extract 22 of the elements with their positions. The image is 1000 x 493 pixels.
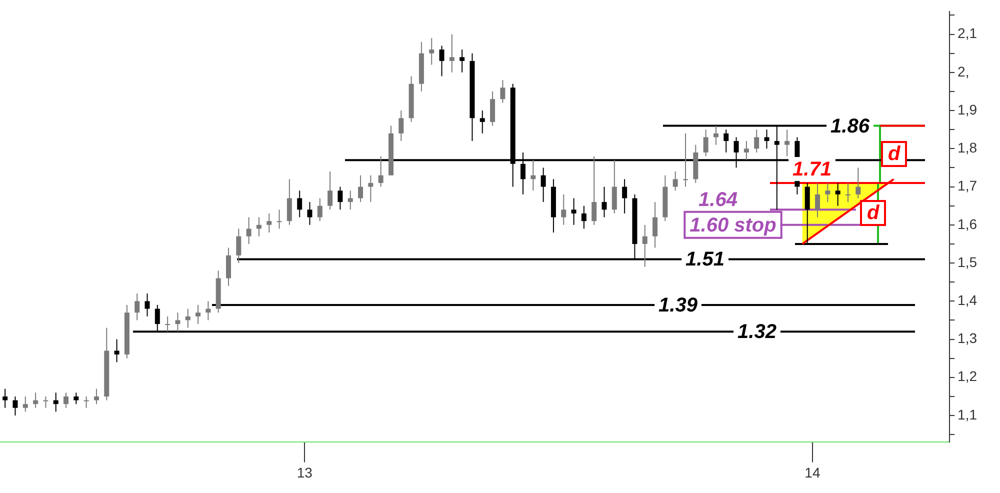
y-tick-label: 1,8 <box>958 140 978 156</box>
ref-line-label: 1.39 <box>658 294 698 316</box>
y-tick-label: 1,5 <box>958 254 978 270</box>
annotation: d <box>860 200 886 226</box>
ref-line-label: 1.32 <box>738 321 776 344</box>
y-tick-label: 1,3 <box>958 330 978 346</box>
y-tick-label: 1,6 <box>958 216 978 232</box>
y-tick-label: 1,1 <box>958 406 978 422</box>
ref-line-label: 1.71 <box>792 158 832 180</box>
y-tick-label: 1,9 <box>958 101 978 118</box>
ref-line-label: 1.51 <box>686 248 724 271</box>
ref-line-label: 1.64 <box>698 189 738 212</box>
y-tick-label: 1,4 <box>958 292 978 308</box>
y-tick-label: 2,1 <box>958 25 978 42</box>
ref-line-label: 1.60 stop <box>690 214 776 236</box>
x-tick-label: 14 <box>804 464 820 480</box>
y-tick-label: 1,7 <box>958 178 978 194</box>
y-tick-label: 1,2 <box>958 368 978 384</box>
y-tick-label: 2, <box>958 63 970 80</box>
x-tick-label: 13 <box>296 464 313 480</box>
annotation: d <box>881 141 908 168</box>
ref-line-label: 1.86 <box>830 115 870 138</box>
